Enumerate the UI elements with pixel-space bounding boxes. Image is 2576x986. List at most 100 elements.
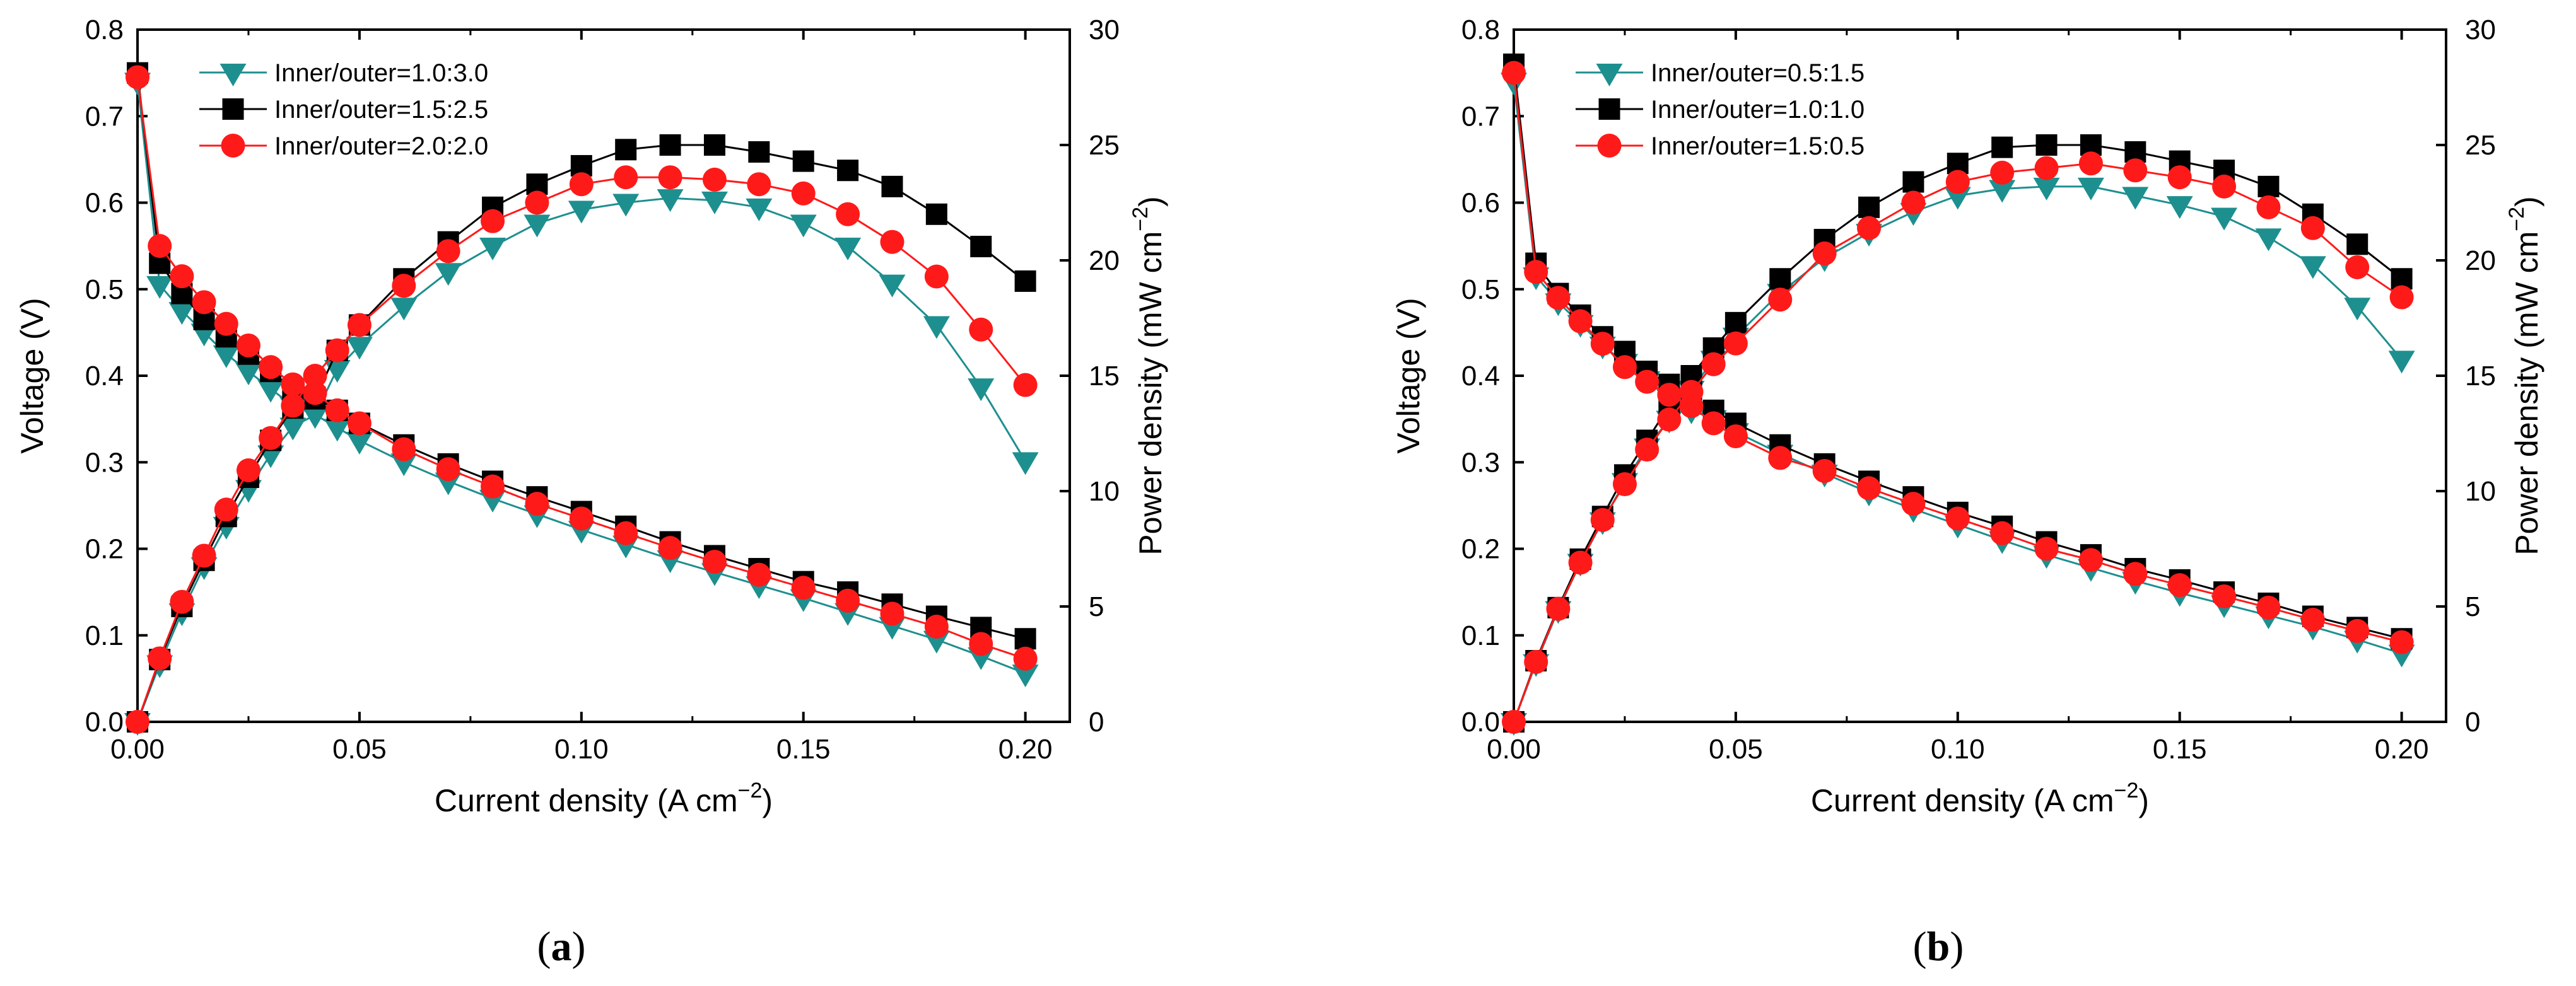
power-point [1769,268,1791,290]
power-point [2034,156,2059,180]
voltage-point [1014,628,1036,650]
y-left-tick-label: 0.3 [85,447,124,478]
legend-marker [221,134,245,158]
power-point [925,203,947,225]
power-point [1812,241,1837,266]
y-right-tick-label: 15 [2465,361,2496,392]
voltage-point [1013,646,1038,671]
power-point [2033,177,2060,200]
legend-label: Inner/outer=1.0:1.0 [1651,96,1865,124]
y-right-tick-label: 25 [1089,130,1120,161]
power-point [612,194,640,217]
y-left-tick-label: 0.6 [1461,188,1500,219]
power-point [615,139,637,161]
panel-label-b-letter: b [1927,924,1950,970]
power-point [703,134,725,156]
legend-marker [1597,134,1622,158]
voltage-point [2123,562,2148,586]
voltage-point [257,380,284,403]
power-point [236,458,261,483]
voltage-point [1546,286,1571,310]
voltage-point [1990,521,2015,545]
power-point [2211,207,2238,231]
voltage-point [235,362,262,386]
legend-label: Inner/outer=2.0:2.0 [274,132,488,160]
voltage-point [747,562,771,587]
y-left-tick-label: 0.7 [1461,101,1500,132]
voltage-point [2212,584,2237,608]
voltage-point [281,372,305,397]
x-tick-label: 0.05 [1709,734,1763,765]
voltage-point [303,381,327,405]
x-tick-label: 0.00 [1487,734,1541,765]
voltage-point [1768,446,1793,470]
y-left-tick-label: 0.1 [85,620,124,651]
y-right-tick-label: 0 [1089,707,1104,738]
power-point [1524,649,1549,674]
voltage-point [969,632,993,656]
power-point [569,172,594,197]
power-point [1902,171,1924,193]
y-left-tick-label: 0.8 [85,14,124,45]
panel-a: 0.00 0.05 0.10 0.15 0.20 0.0 0.1 0.2 0.3 0.4 0.5 0.… [15,14,1168,818]
power-point [1768,287,1793,312]
power-point [2389,285,2414,310]
power-point [790,214,817,238]
series-1 [127,62,1036,733]
power-point [657,189,684,212]
y-right-tick-label: 20 [1089,245,1120,276]
power-point [390,298,418,321]
power-point [281,393,305,418]
power-point [1590,508,1615,532]
panel-label-b-open: ( [1913,924,1927,970]
y-left-tick-label: 0.3 [1461,447,1500,478]
y-right-tick-label: 5 [1089,591,1104,622]
power-point [392,274,416,298]
voltage-point [1502,61,1526,85]
power-point [1679,380,1704,404]
series-1 [1503,53,2413,733]
y-left-tick-label: 0.4 [85,361,124,392]
power-point [568,200,595,224]
voltage-point [2034,536,2059,561]
power-point [2122,187,2149,210]
power-point [1723,331,1748,356]
voltage-point [325,398,349,422]
y-left-tick-label: 0.8 [1461,14,1500,45]
y-right-tick-label: 0 [2465,707,2480,738]
voltage-point [702,550,727,574]
power-point [2388,351,2415,374]
voltage-point [525,492,549,516]
y-right-axis-title: Power density (mW cm−2) [1128,196,1168,555]
power-point [192,543,216,568]
power-point [214,497,238,522]
power-point [1858,196,1880,218]
power-point [1546,596,1571,621]
voltage-point [614,521,638,545]
voltage-point [1012,664,1039,688]
power-point [126,710,149,734]
x-tick-label: 0.15 [2153,734,2207,765]
power-point [2035,134,2058,156]
power-point [792,150,814,172]
y-left-tick-label: 0.5 [85,274,124,305]
voltage-point [192,290,216,315]
voltage-point [2345,618,2370,643]
x-tick-label: 0.00 [110,734,165,765]
power-point [479,238,506,261]
y-right-tick-label: 20 [2465,245,2496,276]
power-point [969,317,993,342]
voltage-point [324,419,351,442]
power-point [302,406,329,429]
voltage-point [1590,332,1615,356]
x-tick-label: 0.20 [2375,734,2429,765]
voltage-point [836,588,860,613]
legend-label: Inner/outer=0.5:1.5 [1651,59,1865,87]
power-point [834,238,862,261]
power-point [880,229,905,254]
y-right-tick-label: 10 [2465,476,2496,507]
y-left-tick-label: 0.2 [1461,534,1500,565]
x-tick-label: 0.10 [1931,734,1985,765]
voltage-point [436,457,460,482]
legend-marker [1598,98,1620,120]
